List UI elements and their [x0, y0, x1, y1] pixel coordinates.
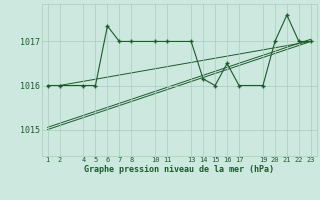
X-axis label: Graphe pression niveau de la mer (hPa): Graphe pression niveau de la mer (hPa) [84, 165, 274, 174]
